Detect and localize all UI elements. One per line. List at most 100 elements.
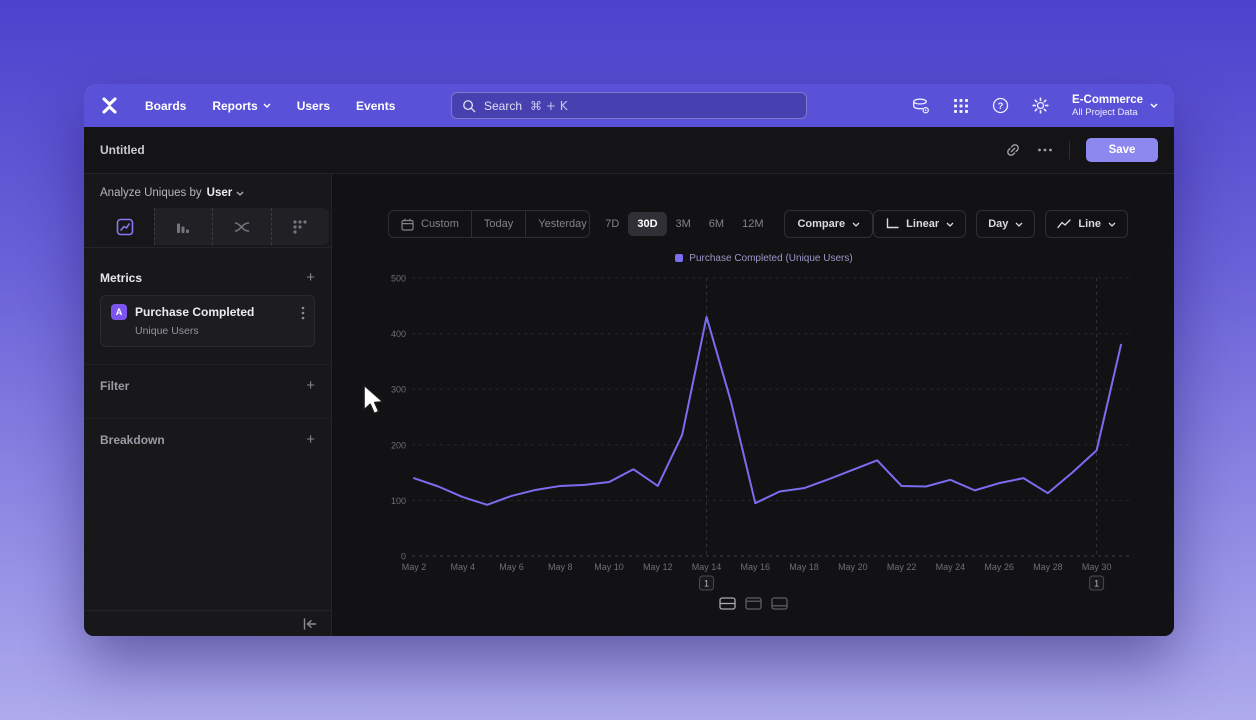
- interval-dropdown[interactable]: Day: [976, 210, 1036, 238]
- range-custom-button[interactable]: Custom: [389, 211, 471, 237]
- report-title[interactable]: Untitled: [100, 143, 145, 157]
- chevron-down-icon: [1108, 222, 1116, 227]
- view-toggle-split[interactable]: [718, 597, 736, 610]
- date-range-group: Custom Today Yesterday: [388, 210, 591, 238]
- filter-section: Filter +: [84, 364, 331, 393]
- mixpanel-logo[interactable]: [100, 96, 119, 115]
- help-icon[interactable]: ?: [992, 97, 1009, 114]
- add-filter-button[interactable]: +: [306, 377, 315, 394]
- svg-text:?: ?: [998, 101, 1004, 112]
- nav-item-users[interactable]: Users: [296, 98, 331, 113]
- analyze-prefix: Analyze Uniques by: [100, 187, 202, 199]
- save-button[interactable]: Save: [1086, 138, 1158, 162]
- range-6m-button[interactable]: 6M: [708, 218, 725, 230]
- line-chart: 0 100 200 300 400 500 May 2 May 4 May 6 May 8 May …: [391, 274, 1129, 591]
- view-toggle-table[interactable]: [770, 597, 788, 610]
- table-view-icon: [770, 597, 788, 610]
- tab-insights[interactable]: [96, 208, 154, 245]
- tab-retention[interactable]: [270, 208, 329, 245]
- apps-grid-icon[interactable]: [953, 98, 969, 114]
- x-tick-label: May 22: [887, 562, 917, 572]
- chevron-down-icon: [1015, 222, 1023, 227]
- range-7d-button[interactable]: 7D: [605, 218, 620, 230]
- metrics-title: Metrics: [100, 270, 143, 285]
- chevron-down-icon: [263, 103, 271, 108]
- range-3m-button[interactable]: 3M: [675, 218, 691, 230]
- x-tick-label: May 20: [838, 562, 868, 572]
- collapse-sidebar-icon[interactable]: [303, 617, 317, 630]
- breakdown-title: Breakdown: [100, 432, 165, 447]
- x-tick-label: May 10: [594, 562, 624, 572]
- insights-chart-icon: [116, 218, 134, 235]
- sidebar-footer: [84, 610, 331, 636]
- top-nav: Boards Reports Users Events Search ⌘ + K: [84, 84, 1174, 127]
- y-tick-label: 400: [391, 329, 406, 339]
- more-options-icon[interactable]: [1037, 148, 1053, 152]
- metric-name: Purchase Completed: [135, 305, 255, 319]
- analyze-by-dropdown[interactable]: User: [207, 187, 245, 199]
- x-tick-label: May 14: [692, 562, 722, 572]
- axis-scale-icon: [886, 218, 899, 229]
- range-12m-button[interactable]: 12M: [742, 218, 764, 230]
- retention-dots-icon: [293, 219, 307, 234]
- report-type-tabs: [84, 208, 331, 248]
- legend-label[interactable]: Purchase Completed (Unique Users): [689, 252, 853, 264]
- chart-area: Purchase Completed (Unique Users) 0 100 20…: [384, 250, 1144, 598]
- y-tick-label: 300: [391, 385, 406, 395]
- titlebar-separator: [1069, 141, 1070, 159]
- share-link-icon[interactable]: [1005, 142, 1021, 158]
- metric-subtitle[interactable]: Unique Users: [135, 325, 199, 337]
- calendar-icon: [401, 218, 414, 231]
- report-titlebar: Untitled Save: [84, 127, 1174, 174]
- x-tick-label: May 24: [936, 562, 966, 572]
- y-tick-label: 0: [401, 552, 406, 562]
- nav-right: ? E-Commerce All Project Data: [912, 94, 1158, 118]
- annotation-badge[interactable]: 1: [699, 575, 715, 591]
- x-tick-label: May 16: [741, 562, 771, 572]
- add-breakdown-button[interactable]: +: [306, 431, 315, 448]
- nav-item-events[interactable]: Events: [356, 98, 396, 113]
- search-icon: [463, 99, 476, 112]
- chevron-down-icon: [852, 222, 860, 227]
- compare-button[interactable]: Compare: [784, 210, 874, 238]
- x-tick-label: May 28: [1033, 562, 1063, 572]
- view-toggles: [332, 597, 1174, 610]
- range-today-button[interactable]: Today: [470, 211, 525, 237]
- metric-badge: A: [111, 304, 127, 320]
- annotation-badge[interactable]: 1: [1089, 575, 1105, 591]
- content: Analyze Uniques by User: [84, 174, 1174, 636]
- funnels-bars-icon: [177, 223, 190, 233]
- metric-kebab-icon[interactable]: [301, 306, 305, 320]
- scale-dropdown[interactable]: Linear: [873, 210, 967, 238]
- breakdown-section: Breakdown +: [84, 418, 331, 447]
- search-shortcut: ⌘ + K: [530, 98, 568, 113]
- x-tick-label: May 18: [789, 562, 819, 572]
- chart-panel: Custom Today Yesterday 7D 30D 3M 6M 12M …: [332, 174, 1174, 636]
- search-label: Search: [484, 98, 523, 113]
- chart-view-icon: [744, 597, 762, 610]
- series-line[interactable]: [413, 315, 1122, 506]
- chart-toolbar: Custom Today Yesterday 7D 30D 3M 6M 12M …: [332, 210, 1174, 238]
- svg-text:1: 1: [1094, 579, 1099, 589]
- nav-menu: Boards Reports Users Events: [145, 99, 395, 113]
- x-tick-label: May 2: [402, 562, 427, 572]
- chart-type-dropdown[interactable]: Line: [1045, 210, 1128, 238]
- nav-item-reports[interactable]: Reports: [212, 99, 271, 113]
- query-sidebar: Analyze Uniques by User: [84, 174, 332, 636]
- nav-item-boards[interactable]: Boards: [145, 98, 187, 113]
- tab-funnels[interactable]: [153, 208, 212, 245]
- tab-flows[interactable]: [212, 208, 271, 245]
- range-yesterday-button[interactable]: Yesterday: [525, 211, 589, 237]
- chevron-down-icon: [946, 222, 954, 227]
- quick-ranges: 7D 30D 3M 6M 12M: [596, 212, 772, 236]
- view-toggle-chart[interactable]: [744, 597, 762, 610]
- settings-gear-icon[interactable]: [1032, 97, 1049, 114]
- project-selector[interactable]: E-Commerce All Project Data: [1072, 94, 1158, 118]
- search-input[interactable]: Search ⌘ + K: [451, 92, 807, 119]
- range-30d-button[interactable]: 30D: [628, 212, 667, 236]
- x-tick-label: May 12: [643, 562, 673, 572]
- data-management-icon[interactable]: [912, 98, 930, 114]
- metric-card[interactable]: A Purchase Completed Unique Users: [100, 295, 315, 347]
- add-metric-button[interactable]: +: [306, 269, 315, 286]
- x-tick-label: May 6: [499, 562, 524, 572]
